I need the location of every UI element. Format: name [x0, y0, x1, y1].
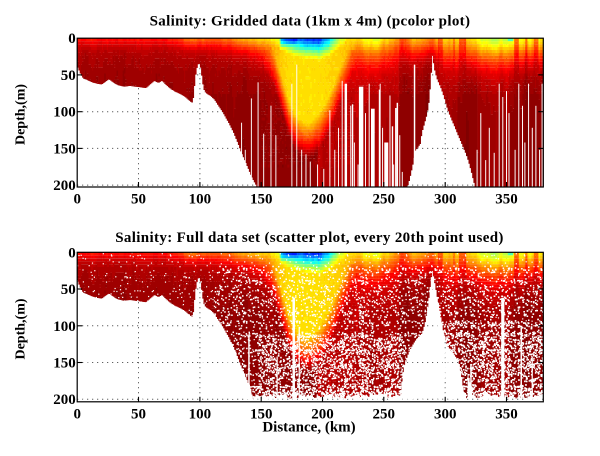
svg-text:50: 50	[61, 282, 76, 298]
svg-text:100: 100	[189, 192, 212, 208]
svg-text:200: 200	[311, 192, 334, 208]
svg-text:150: 150	[53, 356, 76, 372]
svg-text:0: 0	[68, 245, 76, 261]
svg-text:200: 200	[311, 407, 334, 423]
svg-text:250: 250	[373, 192, 396, 208]
svg-text:150: 150	[53, 141, 76, 157]
svg-text:Salinity: Full data set (scatt: Salinity: Full data set (scatter plot, e…	[115, 230, 504, 246]
svg-text:Depth,(m): Depth,(m)	[14, 298, 29, 359]
svg-text:200: 200	[53, 178, 76, 194]
svg-text:50: 50	[61, 68, 76, 84]
svg-text:200: 200	[53, 392, 76, 408]
svg-text:100: 100	[53, 319, 76, 335]
svg-text:50: 50	[131, 192, 146, 208]
svg-text:Salinity: Gridded data (1km x: Salinity: Gridded data (1km x 4m) (pcolo…	[150, 14, 471, 30]
svg-text:Distance, (km): Distance, (km)	[262, 420, 355, 436]
svg-text:300: 300	[434, 192, 457, 208]
svg-text:150: 150	[250, 407, 273, 423]
svg-text:100: 100	[53, 105, 76, 121]
svg-text:50: 50	[131, 407, 146, 423]
svg-text:0: 0	[73, 192, 81, 208]
svg-text:350: 350	[495, 192, 518, 208]
svg-text:0: 0	[73, 407, 81, 423]
svg-text:350: 350	[495, 407, 518, 423]
svg-text:Depth,(m): Depth,(m)	[14, 84, 29, 145]
svg-text:150: 150	[250, 192, 273, 208]
svg-text:0: 0	[68, 31, 76, 47]
svg-text:100: 100	[189, 407, 212, 423]
svg-text:250: 250	[373, 407, 396, 423]
svg-text:300: 300	[434, 407, 457, 423]
